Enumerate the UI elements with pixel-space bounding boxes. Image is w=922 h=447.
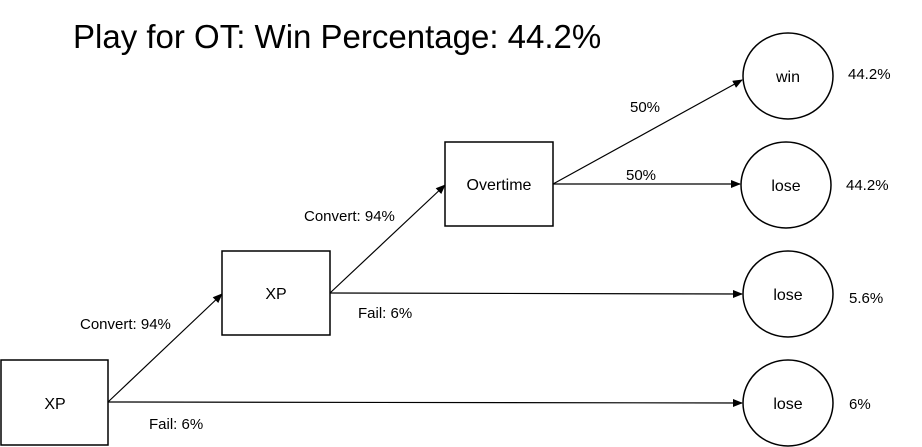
edge-xp1-fail — [107, 398, 743, 407]
edge-xp2-fail — [329, 289, 743, 298]
outcome-lose-overtime-percent: 44.2% — [846, 177, 889, 194]
outcome-lose-first-xp-label: lose — [773, 396, 802, 413]
edge-label-xp2-fail: Fail: 6% — [358, 305, 412, 322]
outcome-lose-overtime-label: lose — [771, 178, 800, 195]
outcome-lose-first-xp-percent: 6% — [849, 396, 871, 413]
edge-label-ot-win: 50% — [630, 99, 660, 116]
node-xp-first: XP — [0, 359, 109, 446]
node-xp-second: XP — [221, 250, 331, 336]
outcome-win-label: win — [775, 69, 800, 86]
edge-label-xp2-convert: Convert: 94% — [304, 208, 395, 225]
diagram-title: Play for OT: Win Percentage: 44.2% — [73, 18, 601, 55]
outcome-lose-second-xp-percent: 5.6% — [849, 290, 883, 307]
node-xp-second-label: XP — [265, 286, 286, 303]
edge-xp2-convert — [329, 184, 446, 294]
edge-ot-win — [552, 79, 743, 185]
outcome-lose-second-xp-label: lose — [773, 287, 802, 304]
outcome-lose-second-xp: lose — [742, 250, 834, 338]
outcome-win: win — [742, 32, 834, 120]
node-xp-first-label: XP — [44, 396, 65, 413]
edge-label-xp1-convert: Convert: 94% — [80, 316, 171, 333]
node-overtime-label: Overtime — [467, 177, 532, 194]
outcome-lose-first-xp: lose — [742, 359, 834, 447]
node-overtime: Overtime — [444, 141, 554, 227]
edge-xp1-convert — [107, 293, 223, 403]
edge-label-ot-lose: 50% — [626, 167, 656, 184]
outcome-win-percent: 44.2% — [848, 66, 891, 83]
edge-label-xp1-fail: Fail: 6% — [149, 416, 203, 433]
outcome-lose-overtime: lose — [740, 141, 832, 229]
